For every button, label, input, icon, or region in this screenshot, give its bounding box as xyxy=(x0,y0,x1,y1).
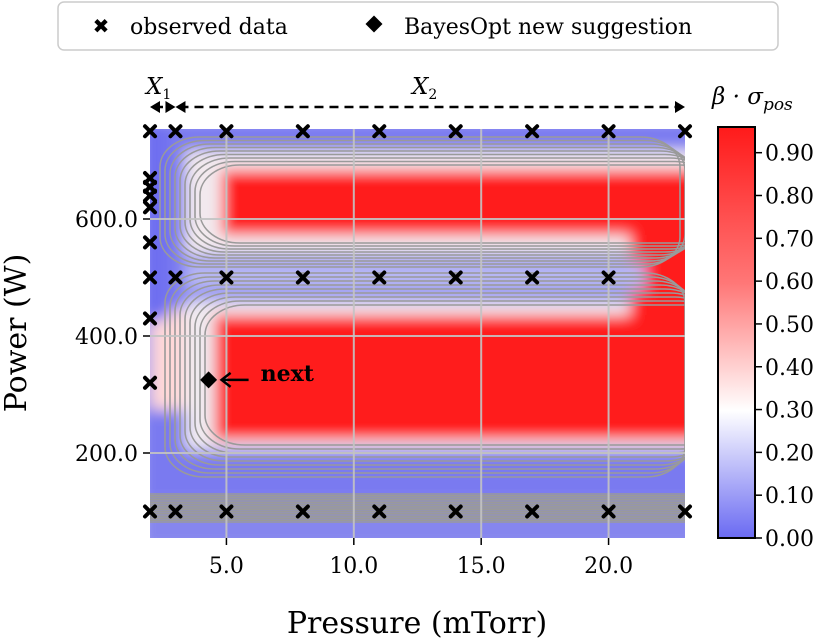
colorbar: 0.00 0.10 0.20 0.30 0.40 0.50 0.60 0.70 0.80 0.90… xyxy=(711,84,814,552)
y-ticks: 200.0 400.0 600.0 xyxy=(75,208,150,467)
contour-lower-3 xyxy=(189,292,685,458)
region-x1-label: X1 xyxy=(144,74,171,103)
contour-lower-1 xyxy=(199,300,685,450)
colorbar-tick-label-8: 0.80 xyxy=(765,185,814,210)
contour-upper-2 xyxy=(189,157,685,250)
contour-upper-6 xyxy=(169,143,685,262)
x-tick-label-2: 15.0 xyxy=(457,554,506,579)
observed-points xyxy=(143,124,692,519)
y-tick-label-0: 200.0 xyxy=(75,442,138,467)
contour-lower-4 xyxy=(184,288,685,462)
x-ticks: 5.0 10.0 15.0 20.0 xyxy=(209,538,633,579)
observed-point xyxy=(678,504,692,519)
legend-frame xyxy=(57,1,779,51)
legend-label-suggestion: BayesOpt new suggestion xyxy=(404,15,692,40)
observed-point xyxy=(219,270,234,285)
colorbar-tick-label-4: 0.40 xyxy=(765,356,814,381)
colorbar-tick-label-0: 0.00 xyxy=(765,527,814,552)
observed-point xyxy=(219,124,234,139)
observed-point xyxy=(219,504,234,519)
observed-point xyxy=(525,124,540,139)
y-tick-label-2: 600.0 xyxy=(75,208,138,233)
x-tick-label-1: 10.0 xyxy=(329,554,378,579)
observed-point xyxy=(601,504,616,519)
legend-marker-observed: ✖ xyxy=(93,14,110,38)
observed-point xyxy=(168,124,183,139)
colorbar-tick-label-5: 0.50 xyxy=(765,313,814,338)
observed-point xyxy=(143,504,157,519)
contour-upper-4 xyxy=(179,150,685,256)
observed-point xyxy=(295,270,310,285)
suggestion-group: next xyxy=(200,361,315,389)
contour-lower-7 xyxy=(169,276,685,474)
region-arrows xyxy=(150,101,685,113)
colorbar-label: β · σpos xyxy=(711,84,793,115)
x-tick-label-0: 5.0 xyxy=(209,554,244,579)
legend-label-observed: observed data xyxy=(130,15,288,40)
observed-point xyxy=(525,270,540,285)
observed-point xyxy=(295,504,310,519)
colorbar-tick-label-7: 0.70 xyxy=(765,227,814,252)
colorbar-tick-label-2: 0.20 xyxy=(765,441,814,466)
observed-point xyxy=(448,124,463,139)
y-tick-label-1: 400.0 xyxy=(75,325,138,350)
observed-point xyxy=(168,504,183,519)
suggestion-label: next xyxy=(261,361,315,387)
contour-lower-5 xyxy=(179,284,685,466)
observed-point xyxy=(525,504,540,519)
legend: ✖ observed data BayesOpt new suggestion xyxy=(57,1,779,51)
region-x1-arrow xyxy=(150,101,176,113)
contour-upper-1 xyxy=(194,160,685,247)
contour-upper-3 xyxy=(184,153,685,253)
region-x2-label: X2 xyxy=(410,74,437,103)
colorbar-tick-label-1: 0.10 xyxy=(765,484,814,509)
grid xyxy=(150,129,685,538)
observed-point xyxy=(143,188,157,203)
observed-point xyxy=(143,375,157,390)
observed-point xyxy=(143,200,157,215)
contour-upper-8 xyxy=(159,136,681,268)
observed-point xyxy=(372,504,387,519)
region-x2-arrow xyxy=(175,101,685,113)
observed-point xyxy=(143,124,157,139)
x-axis-label: Pressure (mTorr) xyxy=(287,606,547,641)
contour-lower-8 xyxy=(164,272,685,478)
colorbar-tick-label-6: 0.60 xyxy=(765,270,814,295)
region-annotations: X1 X2 xyxy=(144,74,685,113)
observed-point xyxy=(143,311,157,326)
observed-point xyxy=(448,270,463,285)
observed-point xyxy=(601,124,616,139)
heatmap xyxy=(150,129,685,538)
observed-point xyxy=(295,124,310,139)
x-tick-label-3: 20.0 xyxy=(584,554,633,579)
colorbar-ticks: 0.00 0.10 0.20 0.30 0.40 0.50 0.60 0.70 0.80 0.90 xyxy=(755,142,814,552)
observed-point xyxy=(372,270,387,285)
observed-point xyxy=(601,270,616,285)
colorbar-gradient xyxy=(717,126,756,539)
suggestion-arrow-head xyxy=(219,371,232,388)
y-axis-label: Power (W) xyxy=(0,254,34,413)
suggestion-point xyxy=(200,371,218,389)
colorbar-tick-label-3: 0.30 xyxy=(765,399,814,424)
observed-point xyxy=(448,504,463,519)
contour-upper-0 xyxy=(199,164,685,244)
observed-point xyxy=(143,270,157,285)
contour-upper-7 xyxy=(164,139,685,265)
contour-upper-5 xyxy=(174,146,685,259)
observed-point xyxy=(143,235,157,250)
observed-point xyxy=(678,124,692,139)
observed-point xyxy=(372,124,387,139)
observed-point xyxy=(168,270,183,285)
colorbar-tick-label-9: 0.90 xyxy=(765,142,814,167)
contour-lower-6 xyxy=(174,280,685,470)
